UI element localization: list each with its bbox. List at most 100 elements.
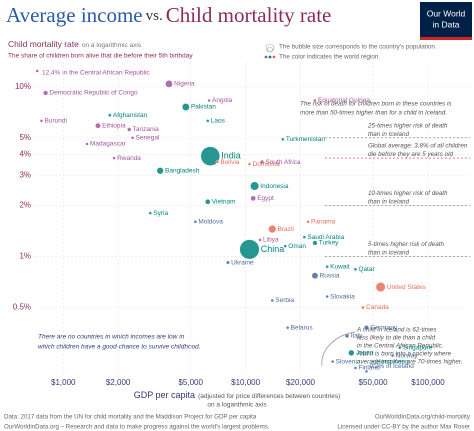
bubble — [325, 264, 329, 269]
iceland-note: 0.2% in Iceland — [369, 363, 414, 370]
y-label: Child mortality rate on a logarithmic axi… — [8, 39, 142, 49]
story-line: average incomes are 70-times higher. — [357, 359, 462, 366]
reference-label: 5-times higher risk of death — [368, 241, 444, 248]
bubble — [344, 333, 350, 339]
reference-label: than in Iceland — [368, 131, 409, 138]
point-label: Italy — [351, 333, 364, 340]
legend-icon — [264, 55, 268, 59]
point-label: Turkey — [319, 240, 339, 247]
point-label: Norway — [396, 352, 419, 359]
point-label: Egypt — [257, 195, 274, 202]
footer: Data: 2017 data from the UN for child mo… — [4, 414, 257, 421]
point-label: Singapore — [403, 344, 433, 351]
point-label: Indonesia — [260, 183, 289, 190]
point-label: Bolivia — [220, 159, 240, 166]
low-income-note: which children have a good chance to sur… — [38, 344, 201, 351]
point-label: Oman — [288, 243, 306, 250]
logo-stripe — [420, 37, 472, 40]
point-label: China — [261, 244, 285, 254]
bubble — [130, 136, 135, 140]
point-label: Madagascar — [90, 141, 127, 148]
point-label: Ukraine — [231, 259, 254, 266]
footer: OurWorldinData.org – Research and data t… — [4, 424, 270, 431]
bubble — [205, 199, 211, 205]
top-note: more than 50-times higher than for a chi… — [300, 110, 447, 117]
story-line: less likely to die than a child — [357, 335, 436, 342]
bubble — [285, 326, 290, 330]
bubble — [371, 359, 375, 364]
title-right: Child mortality rate — [166, 3, 332, 27]
bubble — [325, 294, 329, 299]
point-label: Equatorial Guinea — [318, 97, 370, 104]
bubble — [270, 298, 274, 303]
point-label: Belarus — [291, 324, 314, 331]
point-label: Afghanistan — [113, 112, 148, 119]
point-label: Vietnam — [212, 198, 236, 205]
title-middle: vs. — [146, 8, 163, 24]
legend-note: The bubble size corresponds to the count… — [279, 44, 437, 51]
bubble — [306, 220, 310, 224]
point-label: Nigeria — [174, 81, 195, 88]
chart-title: Average income vs. Child mortality rate — [6, 3, 331, 27]
y-subtitle: The share of children born alive that di… — [8, 53, 193, 60]
bubble — [35, 69, 39, 73]
bubble — [250, 181, 260, 191]
grid — [35, 62, 470, 375]
point-label: Syria — [153, 210, 168, 217]
bubble — [311, 272, 319, 280]
y-tick-label: 2% — [19, 200, 31, 209]
point-label: Slovenia — [336, 358, 361, 365]
bubble — [108, 113, 112, 117]
x-label: GDP per capita (adjusted for price differ… — [134, 390, 341, 400]
bubble — [363, 325, 370, 331]
point-label: Russia — [320, 272, 340, 279]
bubble — [353, 366, 358, 370]
bubble — [353, 267, 358, 271]
y-tick-label: 4% — [19, 149, 31, 158]
point-label: Serbia — [275, 297, 294, 304]
logo-box — [420, 2, 472, 40]
reference-label: than in Iceland — [368, 250, 409, 257]
point-label: Ethiopia — [102, 122, 126, 129]
y-label-note: on a logarithmic axis — [82, 42, 142, 49]
bubble — [95, 122, 101, 129]
bubble — [283, 244, 287, 248]
story-line: A child in Iceland is 62-times — [356, 327, 437, 334]
reference-label: 25-times higher risk of death — [367, 123, 448, 130]
x-label-note: (adjusted for price differences between … — [198, 393, 340, 400]
legend-icon — [272, 55, 276, 59]
bubble — [250, 195, 256, 202]
point-label: Burundi — [45, 118, 67, 125]
bubble — [39, 119, 44, 123]
x-tick-label: $2,000 — [106, 378, 131, 387]
bubble — [312, 240, 318, 246]
bubble — [375, 282, 386, 292]
point-label: Qatar — [358, 266, 375, 273]
point-label: Japan — [356, 350, 374, 357]
point-label: Democratic Republic of Congo — [49, 90, 138, 97]
point-label: Rwanda — [117, 155, 141, 162]
bubble — [398, 345, 402, 350]
x-tick-label: $20,000 — [286, 378, 315, 387]
x-label-main: GDP per capita — [134, 390, 195, 400]
x-tick-label: $1,000 — [51, 378, 76, 387]
bubble — [281, 137, 285, 142]
point-label: Tanzania — [133, 126, 159, 133]
bubble — [85, 142, 89, 146]
bubble — [302, 235, 307, 239]
x-tick-label: $10,000 — [231, 378, 260, 387]
point-label: Hong Kong — [376, 358, 409, 365]
bubble — [330, 359, 335, 364]
bubble — [226, 260, 230, 265]
point-label: Kuwait — [330, 263, 350, 270]
bubble — [348, 349, 355, 357]
bubble — [206, 119, 210, 123]
footer: OurWorldInData.org/child-mortality — [375, 414, 471, 421]
point-label: Finland — [358, 365, 380, 372]
legend-note: The color indicates the world region. — [279, 54, 380, 61]
legend-icon — [267, 46, 273, 53]
bubble — [156, 167, 164, 175]
y-label-main: Child mortality rate — [8, 39, 79, 49]
bubble — [247, 162, 252, 166]
point-label: Laos — [211, 118, 226, 125]
